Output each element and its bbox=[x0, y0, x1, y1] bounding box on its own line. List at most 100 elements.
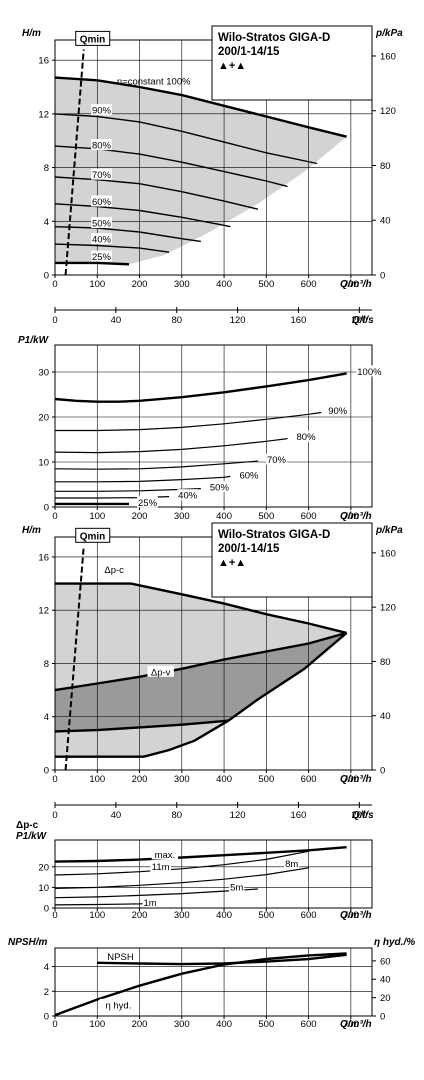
head-control-qls-tick-label: 40 bbox=[111, 810, 122, 821]
power-control-curve-label-3: 8m bbox=[285, 859, 298, 870]
head-speed-curve-label-3-label-bg bbox=[91, 139, 112, 151]
head-speed-y2label: p/kPa bbox=[375, 28, 403, 39]
power-control-curve-4 bbox=[54, 888, 258, 899]
head-speed-curve-label-4-label-bg bbox=[91, 168, 112, 180]
power-speed-xtick-label: 500 bbox=[258, 511, 274, 522]
head-control-xtick-label: 600 bbox=[301, 774, 317, 785]
power-control-curve-label-5-label-bg bbox=[142, 896, 158, 908]
power-speed-ytick-label: 10 bbox=[38, 458, 49, 469]
power-speed-xtick-label: 700 bbox=[343, 511, 359, 522]
head-speed-xtick-label: 300 bbox=[174, 279, 190, 290]
head-control-dpv-area bbox=[55, 632, 347, 732]
npsh-xtick-label: 600 bbox=[301, 1019, 317, 1030]
efficiency-y2label: η hyd./% bbox=[374, 937, 415, 948]
head-speed-curve-5 bbox=[54, 203, 231, 228]
power-speed-curve-label-3-label-bg bbox=[295, 430, 317, 442]
power-speed-curve-6 bbox=[55, 488, 201, 492]
power-speed-curve-1 bbox=[54, 372, 347, 403]
head-control-title-line-2: 200/1-14/15 bbox=[218, 543, 280, 555]
power-speed-curve-label-5: 60% bbox=[239, 470, 259, 481]
npsh-ylabel: NPSH/m bbox=[8, 937, 48, 948]
power-speed-xtick-label: 300 bbox=[174, 511, 190, 522]
head-speed-curve-label-8-label-bg bbox=[91, 250, 112, 262]
head-speed-y2tick-label: 40 bbox=[380, 216, 391, 227]
power-control-ylabel-top: Δp-c bbox=[16, 820, 39, 831]
head-control-xtick-label: 700 bbox=[343, 774, 359, 785]
power-speed-curve-2 bbox=[55, 411, 322, 432]
head-speed-curve-label-5-label-bg bbox=[91, 195, 112, 207]
head-speed-curve-label-8: 25% bbox=[92, 252, 112, 263]
power-control-ylabel: P1/kW bbox=[16, 831, 48, 842]
power-speed-curve-label-6: 50% bbox=[210, 483, 230, 494]
head-speed-ytick-label: 4 bbox=[44, 217, 49, 228]
head-speed-y2tick-label: 160 bbox=[380, 51, 396, 62]
head-speed-x2label: Q/l/s bbox=[352, 315, 374, 326]
power-control-curve-2 bbox=[54, 850, 309, 876]
power-speed-curve-label-7-label-bg bbox=[177, 489, 199, 501]
head-control-xtick-label: 500 bbox=[258, 774, 274, 785]
power-control-xtick-label: 300 bbox=[174, 910, 190, 921]
head-control-dpc-label-label-bg bbox=[100, 563, 128, 575]
head-control-y2tick-label: 160 bbox=[380, 548, 396, 559]
head-speed-title-symbol: ▲+▲ bbox=[218, 60, 246, 72]
head-speed-title-line-2: 200/1-14/15 bbox=[218, 46, 280, 58]
head-speed-ytick-label: 12 bbox=[38, 109, 49, 120]
head-speed-xtick-label: 100 bbox=[89, 279, 105, 290]
power-speed-curve-label-3: 80% bbox=[297, 432, 317, 443]
head-control-ylabel: H/m bbox=[22, 525, 41, 536]
power-speed-curve-5 bbox=[55, 475, 231, 483]
efficiency-curve-label-label-bg bbox=[99, 998, 138, 1010]
head-control-xtick-label: 400 bbox=[216, 774, 232, 785]
head-control-xtick-label: 300 bbox=[174, 774, 190, 785]
head-speed-y2tick-label: 80 bbox=[380, 161, 391, 172]
npsh-xtick-label: 500 bbox=[258, 1019, 274, 1030]
power-control-curve-label-4-label-bg bbox=[229, 880, 245, 892]
power-control-xtick-label: 0 bbox=[52, 910, 57, 921]
head-control-qls-tick-label: 0 bbox=[52, 810, 57, 821]
head-speed-curve-4 bbox=[54, 176, 259, 210]
head-speed-qls-tick-label: 160 bbox=[291, 315, 307, 326]
power-speed-curve-label-8: 25% bbox=[138, 498, 158, 509]
npsh-curve-label: NPSH bbox=[107, 952, 134, 963]
npsh-xtick-label: 100 bbox=[89, 1019, 105, 1030]
head-control-y2tick-label: 120 bbox=[380, 603, 396, 614]
power-control-curve-label-1-label-bg bbox=[151, 848, 179, 860]
power-speed-ytick-label: 20 bbox=[38, 413, 49, 424]
npsh-ytick-label: 0 bbox=[44, 1012, 49, 1023]
power-control-xtick-label: 400 bbox=[216, 910, 232, 921]
head-speed-curve-label-2-label-bg bbox=[91, 104, 112, 116]
power-speed-xlabel: Q/m³/h bbox=[340, 511, 372, 522]
head-control-dpc-label: Δp-c bbox=[104, 565, 124, 576]
head-speed-curve-2 bbox=[54, 113, 318, 165]
head-control-title-symbol: ▲+▲ bbox=[218, 557, 246, 569]
power-speed-curve-label-7: 40% bbox=[178, 491, 198, 502]
head-speed-curve-7 bbox=[54, 243, 170, 253]
npsh-ytick-label: 2 bbox=[44, 987, 49, 998]
head-speed-xtick-label: 400 bbox=[216, 279, 232, 290]
power-speed-xtick-label: 600 bbox=[301, 511, 317, 522]
head-speed-xtick-label: 600 bbox=[301, 279, 317, 290]
head-speed-qmin-box bbox=[75, 30, 111, 46]
npsh-xtick-label: 0 bbox=[52, 1019, 57, 1030]
power-control-ytick-label: 20 bbox=[38, 862, 49, 873]
head-speed-qmin-label: Qmin bbox=[80, 34, 106, 45]
power-control-xtick-label: 100 bbox=[89, 910, 105, 921]
power-control-ytick-label: 0 bbox=[44, 904, 49, 915]
power-control-xtick-label: 200 bbox=[132, 910, 148, 921]
npsh-xtick-label: 700 bbox=[343, 1019, 359, 1030]
head-control-boundary-4 bbox=[55, 631, 348, 758]
head-control-qls-tick-label: 160 bbox=[291, 810, 307, 821]
head-speed-ytick-label: 8 bbox=[44, 163, 49, 174]
head-control-qmin-label: Qmin bbox=[80, 531, 106, 542]
power-speed-xtick-label: 100 bbox=[89, 511, 105, 522]
head-control-y2tick-label: 40 bbox=[380, 711, 391, 722]
power-control-xtick-label: 700 bbox=[343, 910, 359, 921]
power-speed-curve-label-1: 100% bbox=[357, 367, 382, 378]
head-control-ytick-label: 4 bbox=[44, 712, 49, 723]
head-control-ytick-label: 12 bbox=[38, 606, 49, 617]
head-control-ytick-label: 8 bbox=[44, 659, 49, 670]
